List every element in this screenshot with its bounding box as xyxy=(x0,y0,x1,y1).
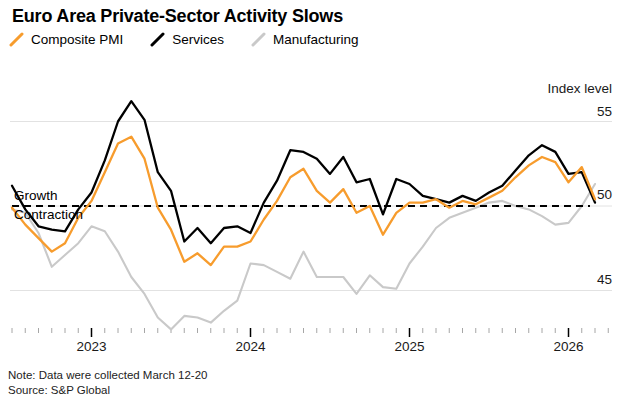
chart-card: Euro Area Private-Sector Activity Slows … xyxy=(0,0,635,408)
series-lines xyxy=(12,101,595,329)
y-tick-45: 45 xyxy=(597,272,612,287)
footnote: Note: Data were collected March 12-20 xyxy=(8,368,207,383)
x-axis-ticks xyxy=(12,328,608,337)
y-tick-50: 50 xyxy=(597,187,612,202)
source-line: Source: S&P Global xyxy=(8,383,110,398)
chart-plot: Index level 55 50 45 2023 2024 2025 2026… xyxy=(0,0,635,408)
x-tick-2023: 2023 xyxy=(76,339,106,354)
contraction-label: Contraction xyxy=(14,207,83,222)
y-tick-55: 55 xyxy=(597,104,612,119)
x-tick-2025: 2025 xyxy=(394,339,424,354)
x-tick-2026: 2026 xyxy=(553,339,583,354)
growth-label: Growth xyxy=(14,188,58,203)
series-line-composite xyxy=(12,137,595,265)
x-tick-2024: 2024 xyxy=(235,339,266,354)
series-line-services xyxy=(12,101,595,243)
y-axis-title: Index level xyxy=(547,81,612,96)
